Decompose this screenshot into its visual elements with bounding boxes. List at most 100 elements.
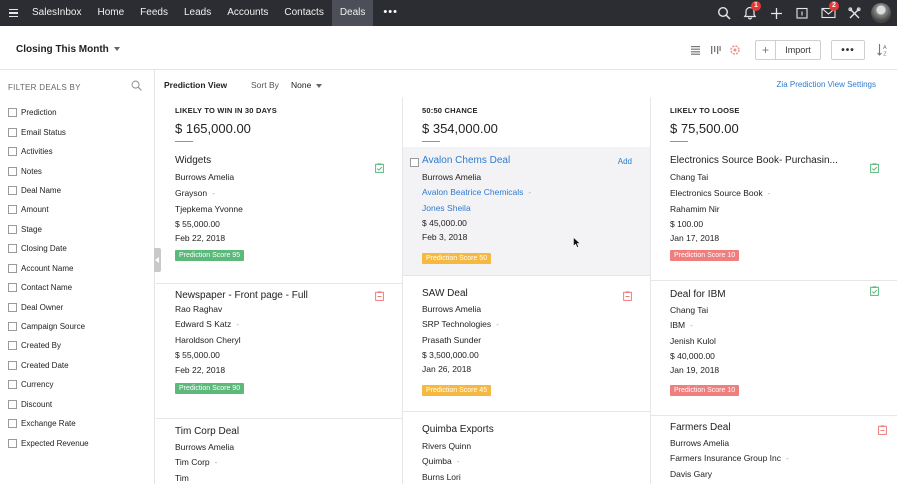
more-actions-button[interactable]: ••• [831, 40, 865, 60]
filter-checkbox[interactable] [8, 185, 17, 195]
filter-checkbox[interactable] [8, 438, 17, 448]
filter-item[interactable]: Activities [8, 142, 89, 161]
deal-closing-date: Jan 19, 2018 [670, 365, 720, 375]
deal-title[interactable]: Deal for IBM [670, 289, 726, 300]
deal-card[interactable]: SAW Deal Burrows Amelia SRP Technologies… [403, 276, 650, 412]
task-icon[interactable] [878, 425, 887, 437]
filter-item[interactable]: Campaign Source [8, 317, 89, 336]
deal-card[interactable]: Quimba Exports Rivers Quinn Quimba - Burn… [403, 412, 650, 484]
filter-checkbox[interactable] [8, 341, 17, 351]
nav-leads[interactable]: Leads [183, 7, 212, 18]
cursor-icon [573, 236, 581, 250]
filter-checkbox[interactable] [8, 108, 17, 118]
filter-checkbox[interactable] [8, 302, 17, 312]
tools-icon[interactable] [841, 0, 867, 26]
deal-account[interactable]: Avalon Beatrice Chemicals - [422, 187, 531, 197]
calendar-icon[interactable] [789, 0, 815, 26]
task-icon[interactable] [375, 291, 384, 303]
deal-title[interactable]: SAW Deal [422, 288, 468, 299]
deal-amount: $ 55,000.00 [175, 350, 220, 360]
filter-checkbox[interactable] [8, 283, 17, 293]
deal-card[interactable]: Newspaper - Front page - Full Rao Raghav… [156, 284, 402, 419]
deal-card[interactable]: Widgets Burrows Amelia Grayson - Tjepkema… [156, 149, 402, 284]
filter-checkbox[interactable] [8, 380, 17, 390]
filter-item[interactable]: Closing Date [8, 239, 89, 258]
filter-checkbox[interactable] [8, 127, 17, 137]
nav-salesinbox[interactable]: SalesInbox [32, 7, 82, 18]
deal-title[interactable]: Newspaper - Front page - Full [175, 290, 308, 301]
filter-item[interactable]: Prediction [8, 103, 89, 122]
filter-item[interactable]: Deal Owner [8, 297, 89, 316]
bell-icon[interactable]: 1 [737, 0, 763, 26]
deal-title[interactable]: Tim Corp Deal [175, 426, 240, 437]
filter-item[interactable]: Email Status [8, 122, 89, 141]
filter-item[interactable]: Notes [8, 161, 89, 180]
deal-select-checkbox[interactable] [410, 158, 419, 167]
deal-contact: Davis Gary [670, 469, 713, 479]
nav-more-button[interactable]: ••• [383, 6, 398, 18]
deal-card[interactable]: Farmers Deal Burrows Amelia Farmers Insu… [651, 416, 897, 484]
create-deal-button[interactable]: + [755, 40, 775, 60]
filter-checkbox[interactable] [8, 322, 17, 332]
filter-item[interactable]: Contact Name [8, 278, 89, 297]
deal-title[interactable]: Quimba Exports [422, 424, 494, 435]
custom-view-dropdown[interactable]: Closing This Month [16, 44, 120, 55]
deal-owner: Rivers Quinn [422, 441, 472, 451]
filter-checkbox[interactable] [8, 419, 17, 429]
filter-checkbox[interactable] [8, 244, 17, 254]
deal-card[interactable]: Electronics Source Book- Purchasin... Ch… [651, 149, 897, 281]
avatar[interactable] [871, 3, 891, 23]
nav-home[interactable]: Home [97, 7, 125, 18]
prediction-view-icon[interactable] [725, 40, 745, 60]
filter-checkbox[interactable] [8, 166, 17, 176]
filter-item[interactable]: Expected Revenue [8, 433, 89, 452]
deal-title[interactable]: Electronics Source Book- Purchasin... [670, 155, 838, 166]
filter-item[interactable]: Account Name [8, 259, 89, 278]
filter-checkbox[interactable] [8, 147, 17, 157]
deal-contact[interactable]: Jones Sheila [422, 203, 471, 213]
filter-checkbox[interactable] [8, 205, 17, 215]
hamburger-menu-icon[interactable] [2, 0, 24, 26]
filter-item[interactable]: Created By [8, 336, 89, 355]
search-icon[interactable] [131, 80, 142, 93]
filter-checkbox[interactable] [8, 224, 17, 234]
filter-item[interactable]: Discount [8, 395, 89, 414]
sidebar-collapse-handle[interactable] [154, 248, 161, 272]
filter-item[interactable]: Deal Name [8, 181, 89, 200]
nav-contacts[interactable]: Contacts [284, 7, 324, 18]
sort-by-dropdown[interactable]: None [291, 80, 323, 90]
deal-account: Tim Corp - [175, 457, 217, 467]
filter-label: Deal Owner [21, 302, 64, 312]
import-button[interactable]: Import [775, 40, 821, 60]
nav-accounts[interactable]: Accounts [227, 7, 269, 18]
svg-text:Z: Z [883, 52, 887, 58]
filter-item[interactable]: Stage [8, 220, 89, 239]
task-icon[interactable] [375, 163, 384, 175]
zia-settings-link[interactable]: Zia Prediction View Settings [776, 80, 876, 89]
mail-icon[interactable]: 2 [815, 0, 841, 26]
deal-title[interactable]: Avalon Chems Deal [422, 155, 511, 166]
deal-card[interactable]: Avalon Chems Deal Burrows Amelia Avalon … [403, 147, 650, 276]
filter-item[interactable]: Currency [8, 375, 89, 394]
task-icon[interactable] [870, 286, 879, 298]
deal-card[interactable]: Tim Corp Deal Burrows Amelia Tim Corp - T… [156, 419, 402, 484]
filter-item[interactable]: Created Date [8, 356, 89, 375]
deal-card[interactable]: Deal for IBM Chang Tai IBM - Jenish Kulol… [651, 281, 897, 416]
add-task-link[interactable]: Add [617, 157, 632, 166]
list-view-icon[interactable] [685, 40, 705, 60]
search-icon[interactable] [711, 0, 737, 26]
filter-item[interactable]: Exchange Rate [8, 414, 89, 433]
filter-checkbox[interactable] [8, 360, 17, 370]
nav-deals[interactable]: Deals [331, 0, 374, 26]
task-icon[interactable] [623, 291, 632, 303]
task-icon[interactable] [870, 163, 879, 175]
filter-item[interactable]: Amount [8, 200, 89, 219]
filter-checkbox[interactable] [8, 263, 17, 273]
plus-icon[interactable] [763, 0, 789, 26]
filter-checkbox[interactable] [8, 399, 17, 409]
nav-feeds[interactable]: Feeds [140, 7, 168, 18]
deal-title[interactable]: Widgets [175, 155, 212, 166]
kanban-view-icon[interactable] [705, 40, 725, 60]
deal-title[interactable]: Farmers Deal [670, 422, 731, 433]
